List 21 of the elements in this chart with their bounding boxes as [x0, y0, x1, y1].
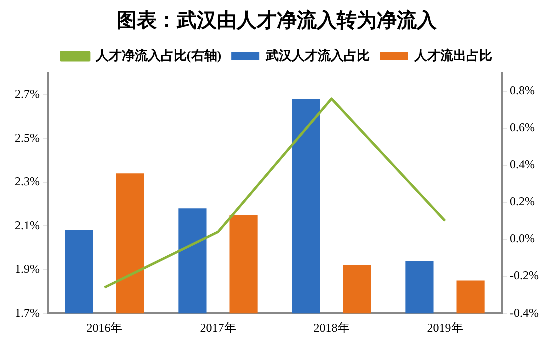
y-tick-label: 1.9% — [14, 262, 40, 276]
y2-tick-label: 0.2% — [510, 194, 536, 209]
y2-tick-label: 0.6% — [510, 120, 536, 135]
legend-label: 武汉人才流入占比 — [265, 48, 370, 63]
y2-tick-label: 0.4% — [510, 158, 536, 172]
y2-tick-label: 0.8% — [510, 84, 536, 98]
y-tick-label: 1.7% — [14, 306, 40, 320]
legend-label: 人才净流入占比(右轴) — [94, 48, 222, 63]
y-tick-label: 2.3% — [14, 174, 40, 189]
y2-tick-label: -0.4% — [510, 306, 540, 320]
x-tick-label: 2017年 — [200, 320, 236, 335]
y-tick-label: 2.1% — [14, 218, 40, 232]
chart-title: 图表：武汉由人才净流入转为净流入 — [117, 9, 438, 32]
legend-label: 人才流出占比 — [414, 48, 493, 63]
y-tick-label: 2.7% — [14, 87, 40, 102]
x-tick-label: 2016年 — [86, 320, 123, 335]
y2-tick-label: 0.0% — [510, 232, 536, 246]
x-tick-label: 2018年 — [314, 320, 350, 335]
x-tick-label: 2019年 — [427, 320, 464, 335]
y-tick-label: 2.5% — [14, 130, 40, 145]
y2-tick-label: -0.2% — [510, 268, 540, 283]
